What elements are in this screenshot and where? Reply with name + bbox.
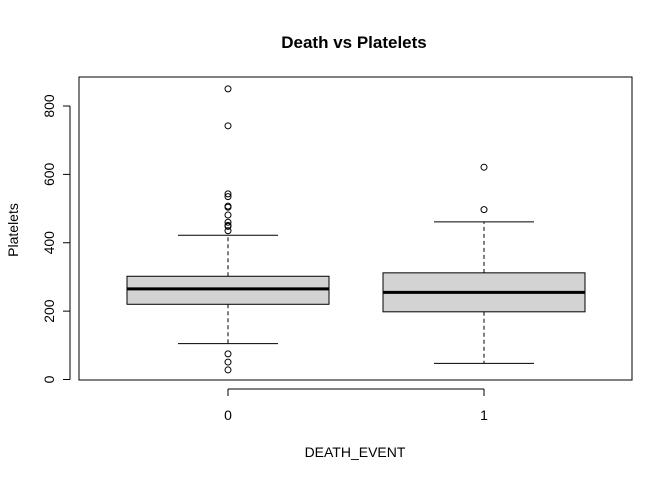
y-axis: 0 200 400 600 800 — [41, 94, 71, 383]
outlier-point — [224, 218, 232, 226]
box-group-1 — [382, 163, 586, 364]
x-tick-label: 1 — [480, 407, 488, 423]
y-tick-label: 400 — [41, 231, 57, 255]
box-group-0 — [126, 85, 330, 374]
y-tick-label: 800 — [41, 94, 57, 118]
outlier-point — [224, 222, 232, 230]
outlier-point — [224, 190, 232, 198]
outlier-point — [224, 122, 232, 130]
y-tick-label: 0 — [41, 375, 57, 383]
x-tick-label: 0 — [224, 407, 232, 423]
outlier-point — [224, 227, 232, 235]
y-tick-label: 200 — [41, 299, 57, 323]
outlier-point — [224, 85, 232, 93]
outlier-point — [480, 163, 488, 171]
outlier-point — [224, 193, 232, 201]
outlier-point — [224, 350, 232, 358]
outlier-point — [224, 203, 232, 211]
y-axis-label: Platelets — [5, 203, 21, 257]
boxes — [126, 85, 586, 374]
plot-frame — [78, 76, 633, 381]
outlier-point — [224, 358, 232, 366]
outlier-point — [224, 211, 232, 219]
outlier-point — [480, 206, 488, 214]
x-axis-label: DEATH_EVENT — [305, 444, 406, 460]
outlier-point — [224, 366, 232, 374]
chart-title: Death vs Platelets — [281, 33, 427, 52]
y-tick-label: 600 — [41, 162, 57, 186]
